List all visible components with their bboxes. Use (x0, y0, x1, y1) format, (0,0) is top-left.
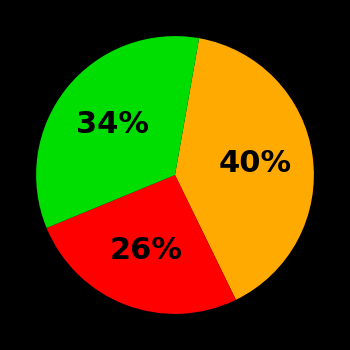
Wedge shape (175, 38, 314, 300)
Text: 26%: 26% (110, 236, 183, 265)
Wedge shape (47, 175, 236, 314)
Text: 40%: 40% (218, 149, 291, 178)
Text: 34%: 34% (76, 110, 149, 139)
Wedge shape (36, 36, 199, 228)
